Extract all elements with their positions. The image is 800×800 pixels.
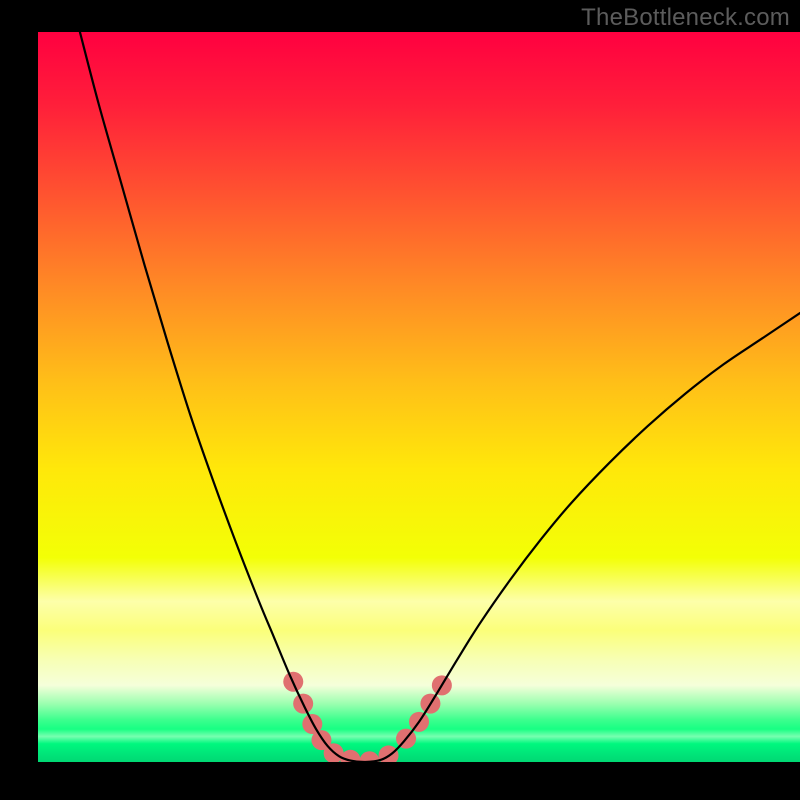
plot-background-gradient	[38, 32, 800, 762]
bottleneck-chart	[0, 0, 800, 800]
chart-root: TheBottleneck.com	[0, 0, 800, 800]
watermark-text: TheBottleneck.com	[581, 4, 790, 32]
